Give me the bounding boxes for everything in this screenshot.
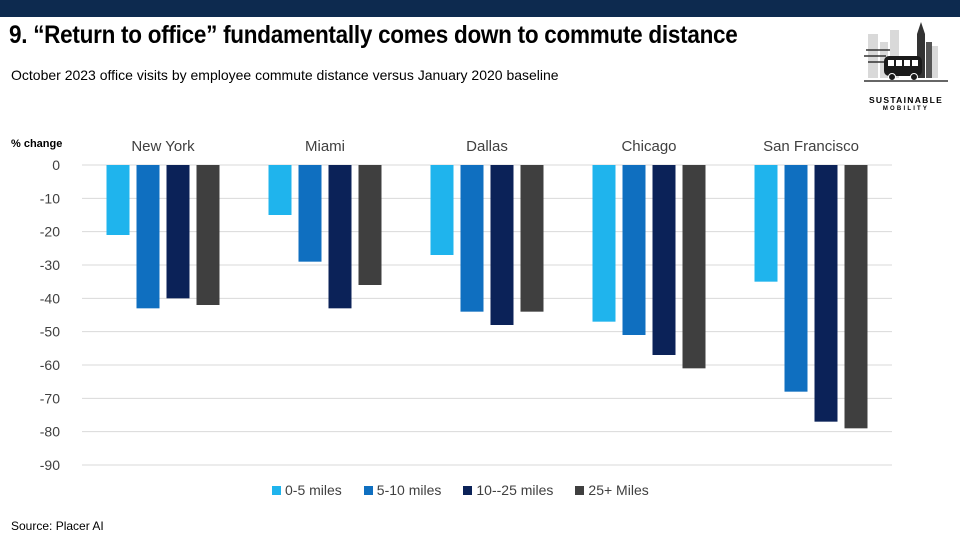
slide-title: 9. “Return to office” fundamentally come… [9,21,738,49]
y-tick-label: -30 [40,257,60,273]
bar [490,165,514,325]
legend-label: 0-5 miles [285,482,342,498]
legend-label: 5-10 miles [376,482,442,498]
y-tick-label: -40 [40,290,60,306]
legend-swatch [272,485,281,495]
bar [652,165,676,355]
slide-subtitle: October 2023 office visits by employee c… [11,67,559,83]
source-note: Source: Placer AI [11,519,104,533]
bar [358,165,382,285]
legend-swatch [575,485,585,495]
logo-word-mobility: MOBILITY [882,106,930,112]
logo-word-sustainable: SUSTAINABLE [868,95,944,105]
legend-label: 10--25 miles [476,482,554,498]
bar [592,165,616,322]
bar [754,165,778,282]
y-tick-label: -10 [40,190,60,206]
bar [460,165,484,312]
city-bus-skyline-icon [864,22,948,82]
bar [328,165,352,309]
bar [136,165,160,309]
y-tick-label: -90 [40,457,60,473]
bar [814,165,838,422]
y-tick-label: -60 [40,357,60,373]
top-accent-bar [0,0,960,17]
category-label: Miami [305,138,345,155]
bar [520,165,544,312]
category-label: Dallas [466,138,508,155]
y-tick-label: -50 [40,324,60,340]
y-tick-label: -70 [40,390,60,406]
bar [430,165,454,255]
bar [196,165,220,305]
chart-legend: 0-5 miles 5-10 miles 10--25 miles 25+ Miles [272,481,671,499]
bar [682,165,706,369]
category-label: San Francisco [763,138,859,155]
category-label: New York [131,138,195,155]
sustainable-mobility-logo: SUSTAINABLE MOBILITY [862,20,950,118]
category-label: Chicago [621,138,676,155]
bar [166,165,190,299]
legend-item: 10--25 miles [463,482,553,498]
bar [106,165,130,235]
bar [844,165,868,429]
y-tick-label: -20 [40,224,60,240]
legend-item: 0-5 miles [272,482,342,498]
bar [298,165,322,262]
y-tick-label: 0 [52,157,60,173]
bar [784,165,808,392]
bar [268,165,292,215]
y-tick-label: -80 [40,424,60,440]
legend-swatch [363,485,373,495]
legend-item: 25+ Miles [575,482,649,498]
legend-item: 5-10 miles [363,482,442,498]
y-axis-label: % change [11,138,62,150]
bar [622,165,646,335]
legend-swatch [463,485,473,495]
legend-label: 25+ Miles [588,482,649,498]
